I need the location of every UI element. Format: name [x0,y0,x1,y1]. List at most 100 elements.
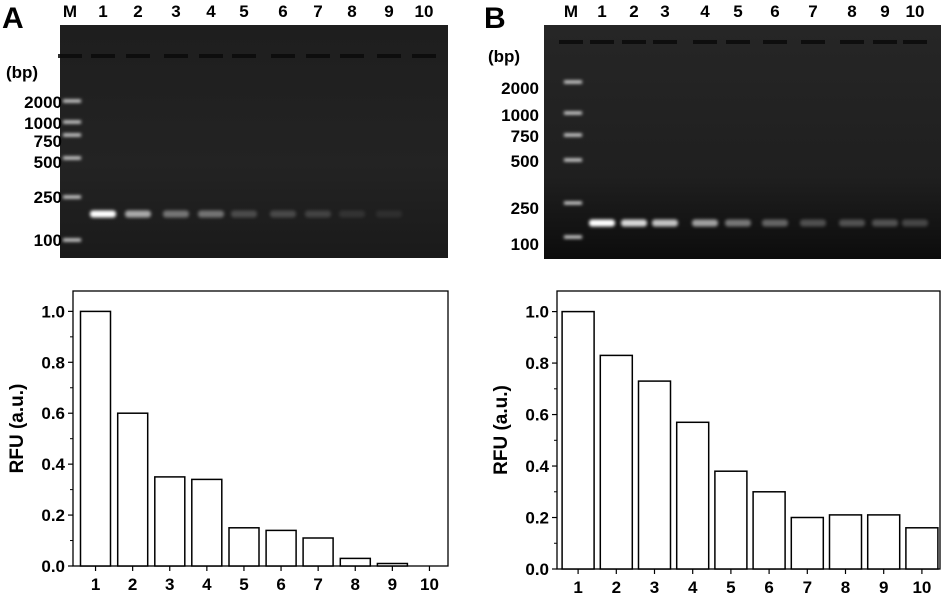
lane-label-10: 10 [906,2,925,21]
x-tick-label: 10 [912,578,931,597]
y-tick-label: 0.6 [41,404,65,423]
x-tick-label: 8 [351,575,360,594]
x-tick-label: 7 [313,575,322,594]
bp-label: 250 [511,199,539,218]
marker-band [564,80,582,84]
bp-label: 500 [34,153,62,172]
marker-band [564,111,582,115]
marker-band [564,158,582,162]
lane-label-1: 1 [597,2,606,21]
bp-label: 750 [511,127,539,146]
lane-label-9: 9 [880,2,889,21]
lane-label-4: 4 [700,2,710,21]
gel-well [590,40,614,44]
bar-10 [905,527,939,570]
lane-label-m: M [63,2,77,21]
marker-band [63,156,81,160]
sample-band [725,219,751,227]
gel-well [559,40,583,44]
bar-3 [154,476,186,567]
x-tick-label: 1 [91,575,100,594]
gel-well [91,54,115,58]
sample-band [902,219,928,227]
lane-label-10: 10 [415,2,434,21]
sample-band [376,210,402,218]
bar-4 [191,478,223,567]
x-tick-label: 9 [879,578,888,597]
gel-well [377,54,401,58]
marker-band [63,238,81,242]
bar-9 [866,514,901,570]
x-tick-label: 2 [128,575,137,594]
gel-well [199,54,223,58]
gel-b-marker-labels: 2000 1000 750 500 250 100 [501,79,539,254]
sample-band [231,210,257,218]
sample-band [163,210,189,218]
lane-label-3: 3 [660,2,669,21]
plot-frame [556,290,941,570]
gel-well [801,40,825,44]
marker-band [564,133,582,137]
y-tick-label: 0.8 [525,354,549,373]
gel-well [763,40,787,44]
lane-label-2: 2 [629,2,638,21]
y-tick-label: 0.0 [41,557,65,576]
bar-8 [339,557,372,567]
panel-b: B M 1 2 3 4 5 6 7 8 9 10 (bp) 20001000750500250100… [484,2,941,597]
gel-well [622,40,646,44]
sample-band [305,210,331,218]
sample-band [692,219,718,227]
gel-well [232,54,256,58]
gel-well [126,54,150,58]
gel-well [306,54,330,58]
sample-band [90,210,116,218]
bp-label: 500 [511,152,539,171]
x-tick-label: 4 [202,575,212,594]
bp-label: 100 [34,231,62,250]
gel-b-lane-labels: M 1 2 3 4 5 6 7 8 9 10 [564,2,925,21]
gel-well [58,54,82,58]
gel-well [653,40,677,44]
sample-band [589,219,615,227]
bp-label: 100 [511,235,539,254]
x-tick-label: 5 [726,578,735,597]
x-tick-label: 6 [276,575,285,594]
lane-label-7: 7 [808,2,817,21]
y-tick-label: 1.0 [41,302,65,321]
gel-a-bp-unit: (bp) [6,63,38,82]
bp-label: 2000 [501,79,539,98]
gel-a-bands [58,54,436,242]
bp-label: 1000 [24,114,62,133]
bar-3 [637,380,672,570]
marker-band [63,120,81,124]
gel-a-lane-labels: M 1 2 3 4 5 6 7 8 9 10 [63,2,434,21]
x-tick-label: 5 [239,575,248,594]
bar-chart-b: 1 2 3 4 5 6 7 8 9 10 0.0 0.2 0.4 0.6 0.8 1.0 RFU (a.u.) [491,290,941,597]
x-tick-label: 7 [803,578,812,597]
marker-band [564,235,582,239]
sample-band [652,219,678,227]
bp-label: 250 [34,188,62,207]
x-tick-label: 2 [612,578,621,597]
bar-5 [714,470,748,570]
bp-label: 1000 [501,106,539,125]
y-tick-label: 0.4 [525,457,549,476]
gel-well [164,54,188,58]
bar-6 [265,529,297,567]
bar-2 [116,412,149,567]
lane-label-m: M [564,2,578,21]
y-tick-label: 0.0 [525,560,549,579]
y-tick-label: 0.8 [41,353,65,372]
lane-label-6: 6 [278,2,287,21]
lane-label-1: 1 [98,2,107,21]
lane-label-6: 6 [770,2,779,21]
panel-letter-b: B [484,2,506,35]
gel-well [412,54,436,58]
bar-chart-a: 1 2 3 4 5 6 7 8 9 10 0.0 0.2 0.4 0.6 0.8 1.0 RFU (a.u.) [7,290,449,594]
marker-band [564,201,582,205]
lane-label-9: 9 [384,2,393,21]
bar-5 [228,527,260,567]
y-tick-label: 0.6 [525,406,549,425]
x-tick-label: 3 [165,575,174,594]
